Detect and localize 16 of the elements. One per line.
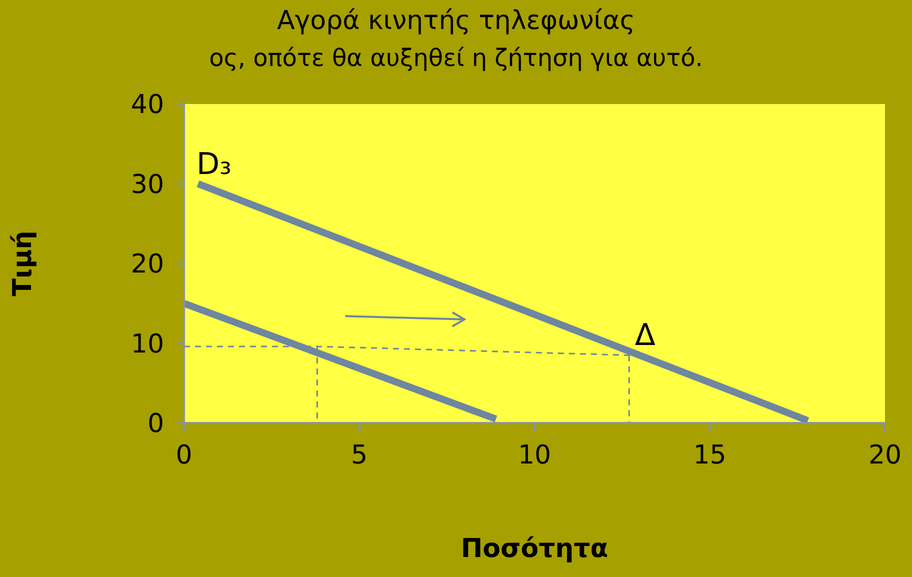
chart-title: Αγορά κινητής τηλεφωνίας	[276, 6, 636, 36]
text: ος, οπότε θα αυξηθεί η ζήτηση για αυτό.	[208, 44, 704, 72]
annotation: D₃	[196, 146, 232, 182]
x-tick-label: 20	[868, 440, 902, 470]
y-axis-title: Τιμή	[8, 230, 38, 296]
annotation: Δ	[634, 318, 656, 354]
x-tick-label: 15	[693, 440, 726, 470]
y-tick-label: 40	[130, 90, 164, 120]
x-tick-label: 5	[350, 440, 368, 470]
y-tick-label: 10	[130, 329, 164, 360]
y-tick-label: 20	[130, 250, 164, 280]
x-axis-title: Ποσότητα	[460, 534, 608, 564]
x-tick-label: 0	[176, 440, 192, 470]
x-tick-label: 10	[518, 440, 552, 470]
y-tick-label: 30	[130, 170, 164, 200]
y-tick-label: 0	[147, 409, 164, 440]
